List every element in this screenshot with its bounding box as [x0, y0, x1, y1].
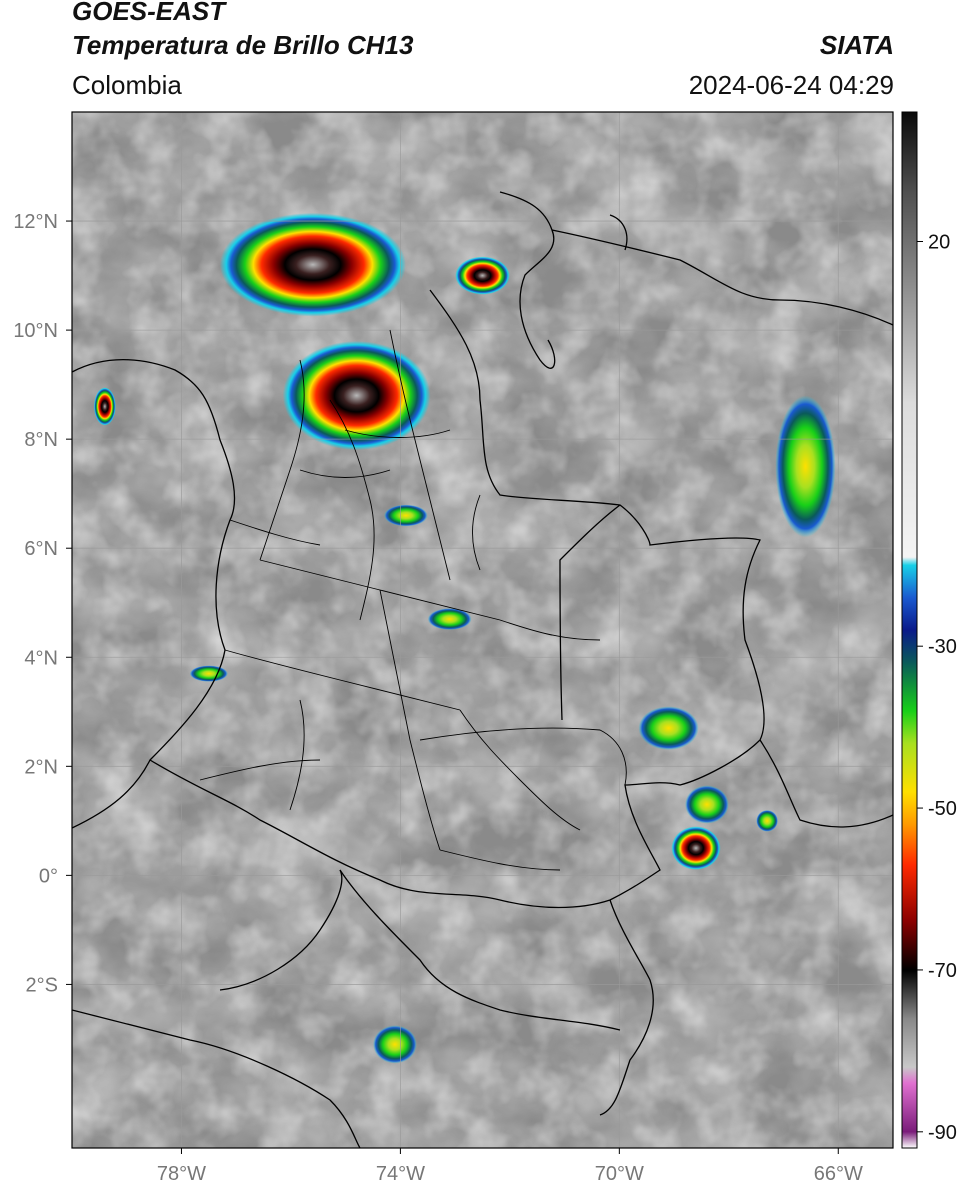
convective-cells [93, 212, 836, 1064]
lon-tick-label: 78°W [157, 1163, 206, 1185]
colorbar-frame [901, 111, 918, 1149]
convective-cell [427, 608, 472, 630]
colorbar-tick-label: -30 [928, 636, 957, 658]
department-borders [199, 329, 627, 871]
convective-cell [775, 395, 836, 538]
convective-cell [455, 256, 510, 295]
lat-tick-label: 0° [39, 865, 58, 887]
colorbar-tick-label: -70 [928, 960, 957, 982]
convective-cell [685, 785, 729, 824]
map-area [72, 112, 893, 1148]
colorbar-tick-label: -50 [928, 798, 957, 820]
convective-cell [219, 212, 406, 317]
lat-tick-label: 4°N [24, 647, 58, 669]
lat-tick-label: 12°N [13, 211, 58, 233]
convective-cell [383, 504, 428, 527]
colorbar-tick-label: -90 [928, 1122, 957, 1144]
satellite-title: GOES-EAST [72, 0, 226, 26]
lon-tick-label: 66°W [814, 1163, 863, 1185]
convective-cell [638, 706, 699, 750]
colorbar-ramp [902, 112, 917, 1148]
agency-label: SIATA [819, 30, 894, 60]
longitude-ticks: 78°W 74°W 70°W 66°W [157, 1148, 863, 1185]
convective-cell [756, 809, 779, 832]
lat-tick-label: 2°S [26, 974, 58, 996]
map-frame [71, 111, 894, 1149]
country-borders [72, 191, 893, 1148]
lon-tick-label: 74°W [376, 1163, 425, 1185]
convective-cell [93, 387, 116, 426]
lat-tick-label: 6°N [24, 538, 58, 560]
colorbar: 20 -30 -50 -70 -90 [901, 111, 957, 1149]
lat-tick-label: 8°N [24, 429, 58, 451]
lat-tick-label: 10°N [13, 320, 58, 342]
convective-cell [189, 665, 228, 682]
graticule [72, 112, 893, 1148]
product-title: Temperatura de Brillo CH13 [72, 30, 414, 60]
convective-cell [282, 341, 431, 451]
convective-cell [671, 826, 721, 870]
colorbar-tick-label: 20 [928, 232, 950, 254]
lat-tick-label: 2°N [24, 756, 58, 778]
datetime-label: 2024-06-24 04:29 [688, 70, 894, 100]
region-label: Colombia [72, 70, 182, 100]
latitude-ticks: 12°N 10°N 8°N 6°N 4°N 2°N 0° 2°S [13, 211, 72, 996]
colorbar-ticks: 20 -30 -50 -70 -90 [917, 232, 957, 1144]
convective-cell [373, 1025, 417, 1064]
lon-tick-label: 70°W [595, 1163, 644, 1185]
